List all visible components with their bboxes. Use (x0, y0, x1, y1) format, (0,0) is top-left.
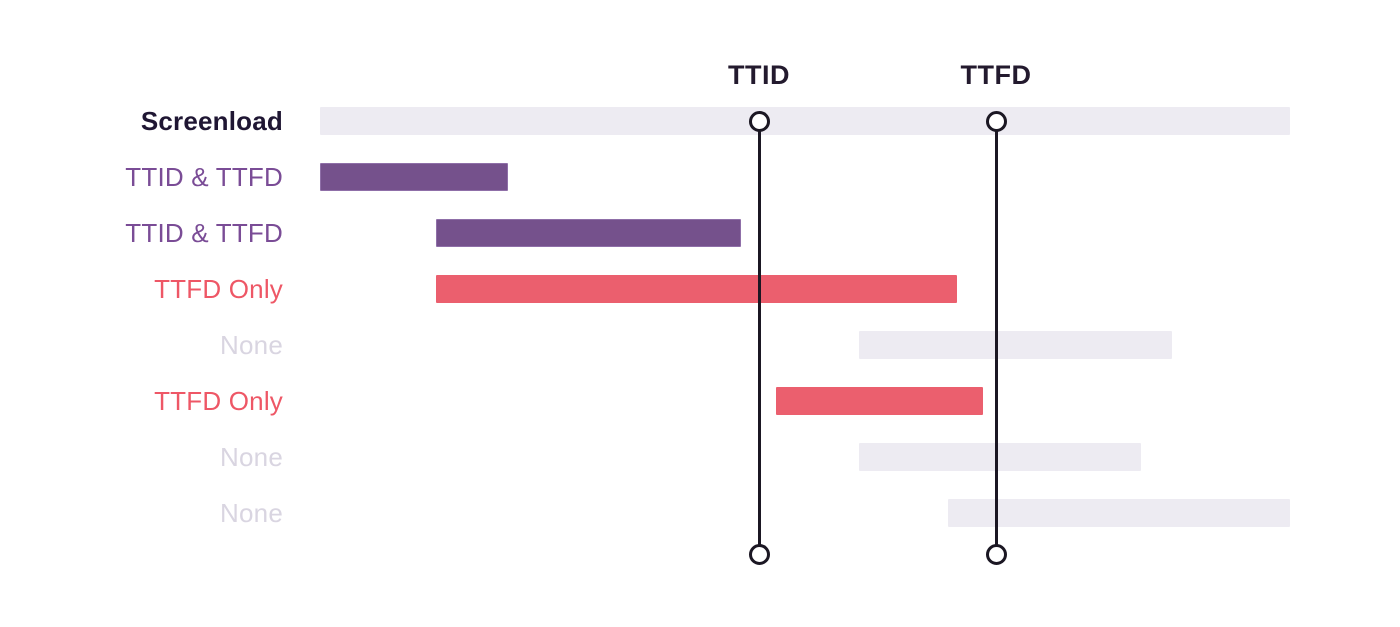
row-label: TTID & TTFD (125, 218, 283, 248)
marker-label: TTFD (960, 60, 1032, 90)
row-ttid-ttfd: TTID & TTFD (0, 163, 1400, 191)
marker-circle-bottom (985, 543, 1007, 565)
row-bar (859, 443, 1141, 471)
row-none: None (0, 499, 1400, 527)
row-label: None (220, 330, 283, 360)
row-label: None (220, 498, 283, 528)
row-bar (948, 499, 1290, 527)
row-bar (776, 387, 983, 415)
row-label: None (220, 442, 283, 472)
row-bar (320, 107, 1290, 135)
marker-label: TTID (728, 60, 790, 90)
row-bar (320, 163, 508, 191)
row-ttfd-only: TTFD Only (0, 275, 1400, 303)
row-bar (859, 331, 1172, 359)
row-label: Screenload (140, 106, 283, 136)
row-none: None (0, 443, 1400, 471)
row-ttfd-only: TTFD Only (0, 387, 1400, 415)
row-label: TTFD Only (154, 274, 283, 304)
marker-line (758, 121, 761, 554)
marker-circle-top (985, 110, 1007, 132)
row-bar (436, 219, 741, 247)
marker-line (995, 121, 998, 554)
row-label: TTID & TTFD (125, 162, 283, 192)
row-none: None (0, 331, 1400, 359)
marker-circle-top (748, 110, 770, 132)
row-label: TTFD Only (154, 386, 283, 416)
row-ttid-ttfd: TTID & TTFD (0, 219, 1400, 247)
row-track: Screenload (0, 107, 1400, 135)
marker-circle-bottom (748, 543, 770, 565)
row-bar (436, 275, 957, 303)
